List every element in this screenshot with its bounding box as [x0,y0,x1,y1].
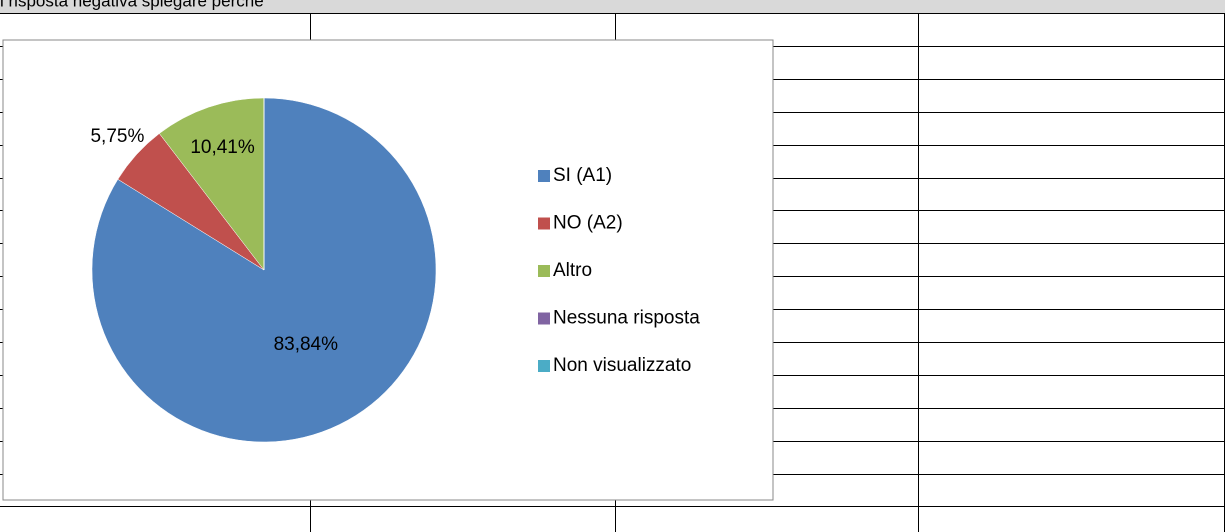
pie-slice [91,97,437,443]
legend-swatch [538,170,550,182]
legend-swatch [538,360,550,372]
legend-label: Altro [553,260,592,281]
header-text: i risposta negativa spiegare perché [0,0,264,10]
legend-swatch [538,312,550,325]
legend-swatch [538,265,550,277]
pie-chart: 83,84% 5,75% 10,41% SI (A1) NO (A2) Altro Ness… [90,97,700,443]
legend-label: Nessuna risposta [553,308,700,329]
legend-label: SI (A1) [553,165,612,186]
header-band [0,0,1225,13]
data-label: 10,41% [190,137,255,158]
data-label: 83,84% [274,334,339,355]
data-label: 5,75% [90,126,144,147]
legend-label: NO (A2) [553,213,623,234]
pie-slice [158,97,265,271]
legend-label: Non visualizzato [553,355,691,376]
legend-swatch [538,217,550,230]
